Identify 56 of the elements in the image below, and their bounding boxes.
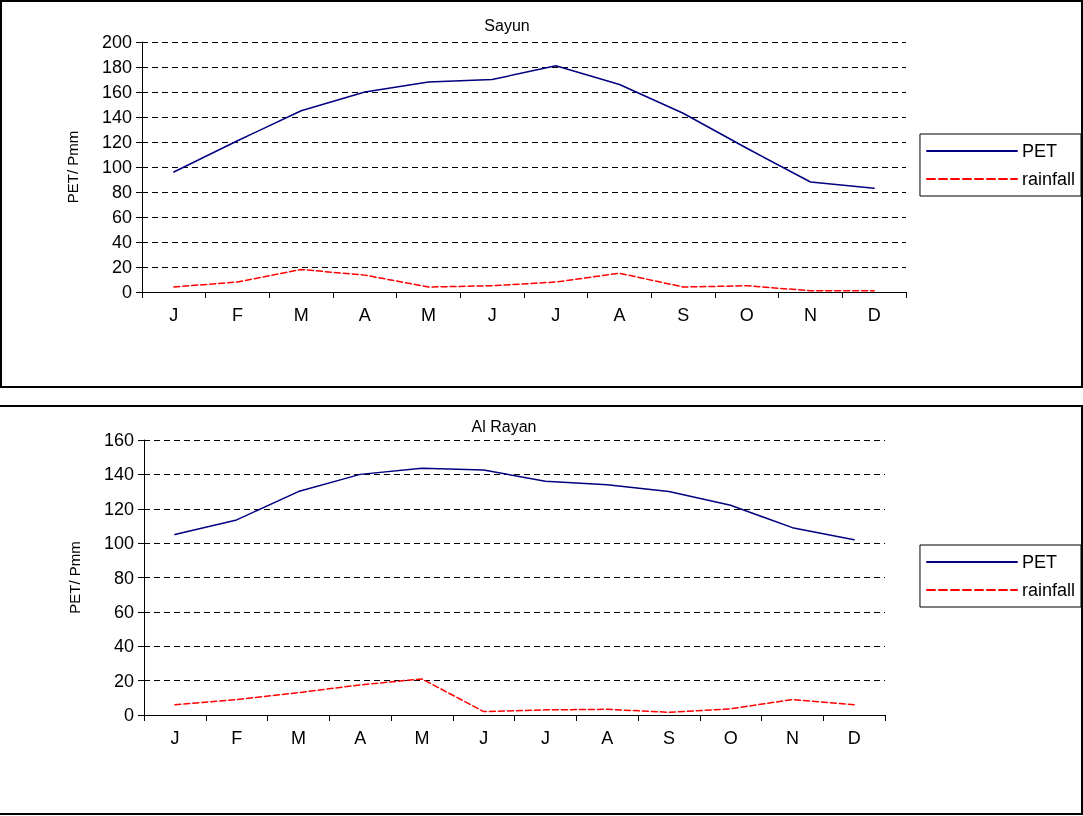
y-tick-label: 60 [111,207,132,227]
legend-label: rainfall [1021,580,1076,600]
y-tick-label: 140 [101,107,132,127]
x-tick-label: D [867,305,881,325]
y-tick-label: 140 [103,464,134,485]
legend-label: PET [1021,552,1057,572]
x-tick-label: J [479,728,489,748]
y-tick-label: 0 [121,282,132,302]
x-tick-label: A [601,728,614,748]
x-tick-label: D [847,728,861,748]
line-series [173,268,875,292]
x-tick-label: S [677,305,690,325]
y-tick-label: 180 [101,57,132,77]
y-tick-label: 160 [101,82,132,102]
x-tick-label: J [170,728,180,748]
x-tick-label: O [739,305,754,325]
x-tick-label: J [487,305,497,325]
line-series [174,467,855,541]
y-tick-label: 0 [123,705,134,725]
y-tick-label: 120 [103,498,134,519]
x-tick-label: F [231,728,243,748]
y-tick-label: 200 [101,32,132,52]
chart-title: Sayun [484,16,530,34]
y-tick-label: 60 [113,601,134,622]
x-tick-label: N [804,305,817,325]
x-tick-label: S [662,728,675,748]
x-tick-label: F [232,305,243,325]
x-tick-label: A [358,305,371,325]
y-tick-label: 40 [113,636,134,657]
y-tick-label: 40 [111,232,132,252]
x-tick-label: O [723,728,738,748]
y-axis-title: PET/ Pmm [66,541,83,614]
chart-title: Al Rayan [471,417,537,435]
y-tick-label: 160 [103,430,134,450]
x-tick-label: J [540,728,550,748]
y-tick-label: 20 [111,257,132,277]
x-tick-label: J [551,305,561,325]
x-tick-label: N [785,728,799,748]
line-series [174,678,855,713]
x-tick-label: M [421,305,436,325]
x-tick-label: M [290,728,306,748]
y-tick-label: 100 [101,157,132,177]
x-tick-label: A [613,305,626,325]
y-tick-label: 80 [111,182,132,202]
y-tick-label: 20 [113,670,134,691]
x-tick-label: J [169,305,179,325]
legend-label: rainfall [1021,169,1076,189]
y-tick-label: 80 [113,567,134,588]
legend-label: PET [1021,141,1057,161]
y-tick-label: 100 [103,533,134,554]
x-tick-label: M [293,305,309,325]
y-tick-label: 120 [101,132,132,152]
y-axis-title: PET/ Pmm [64,130,81,204]
line-series [173,65,875,189]
x-tick-label: M [414,728,430,748]
x-tick-label: A [354,728,367,748]
